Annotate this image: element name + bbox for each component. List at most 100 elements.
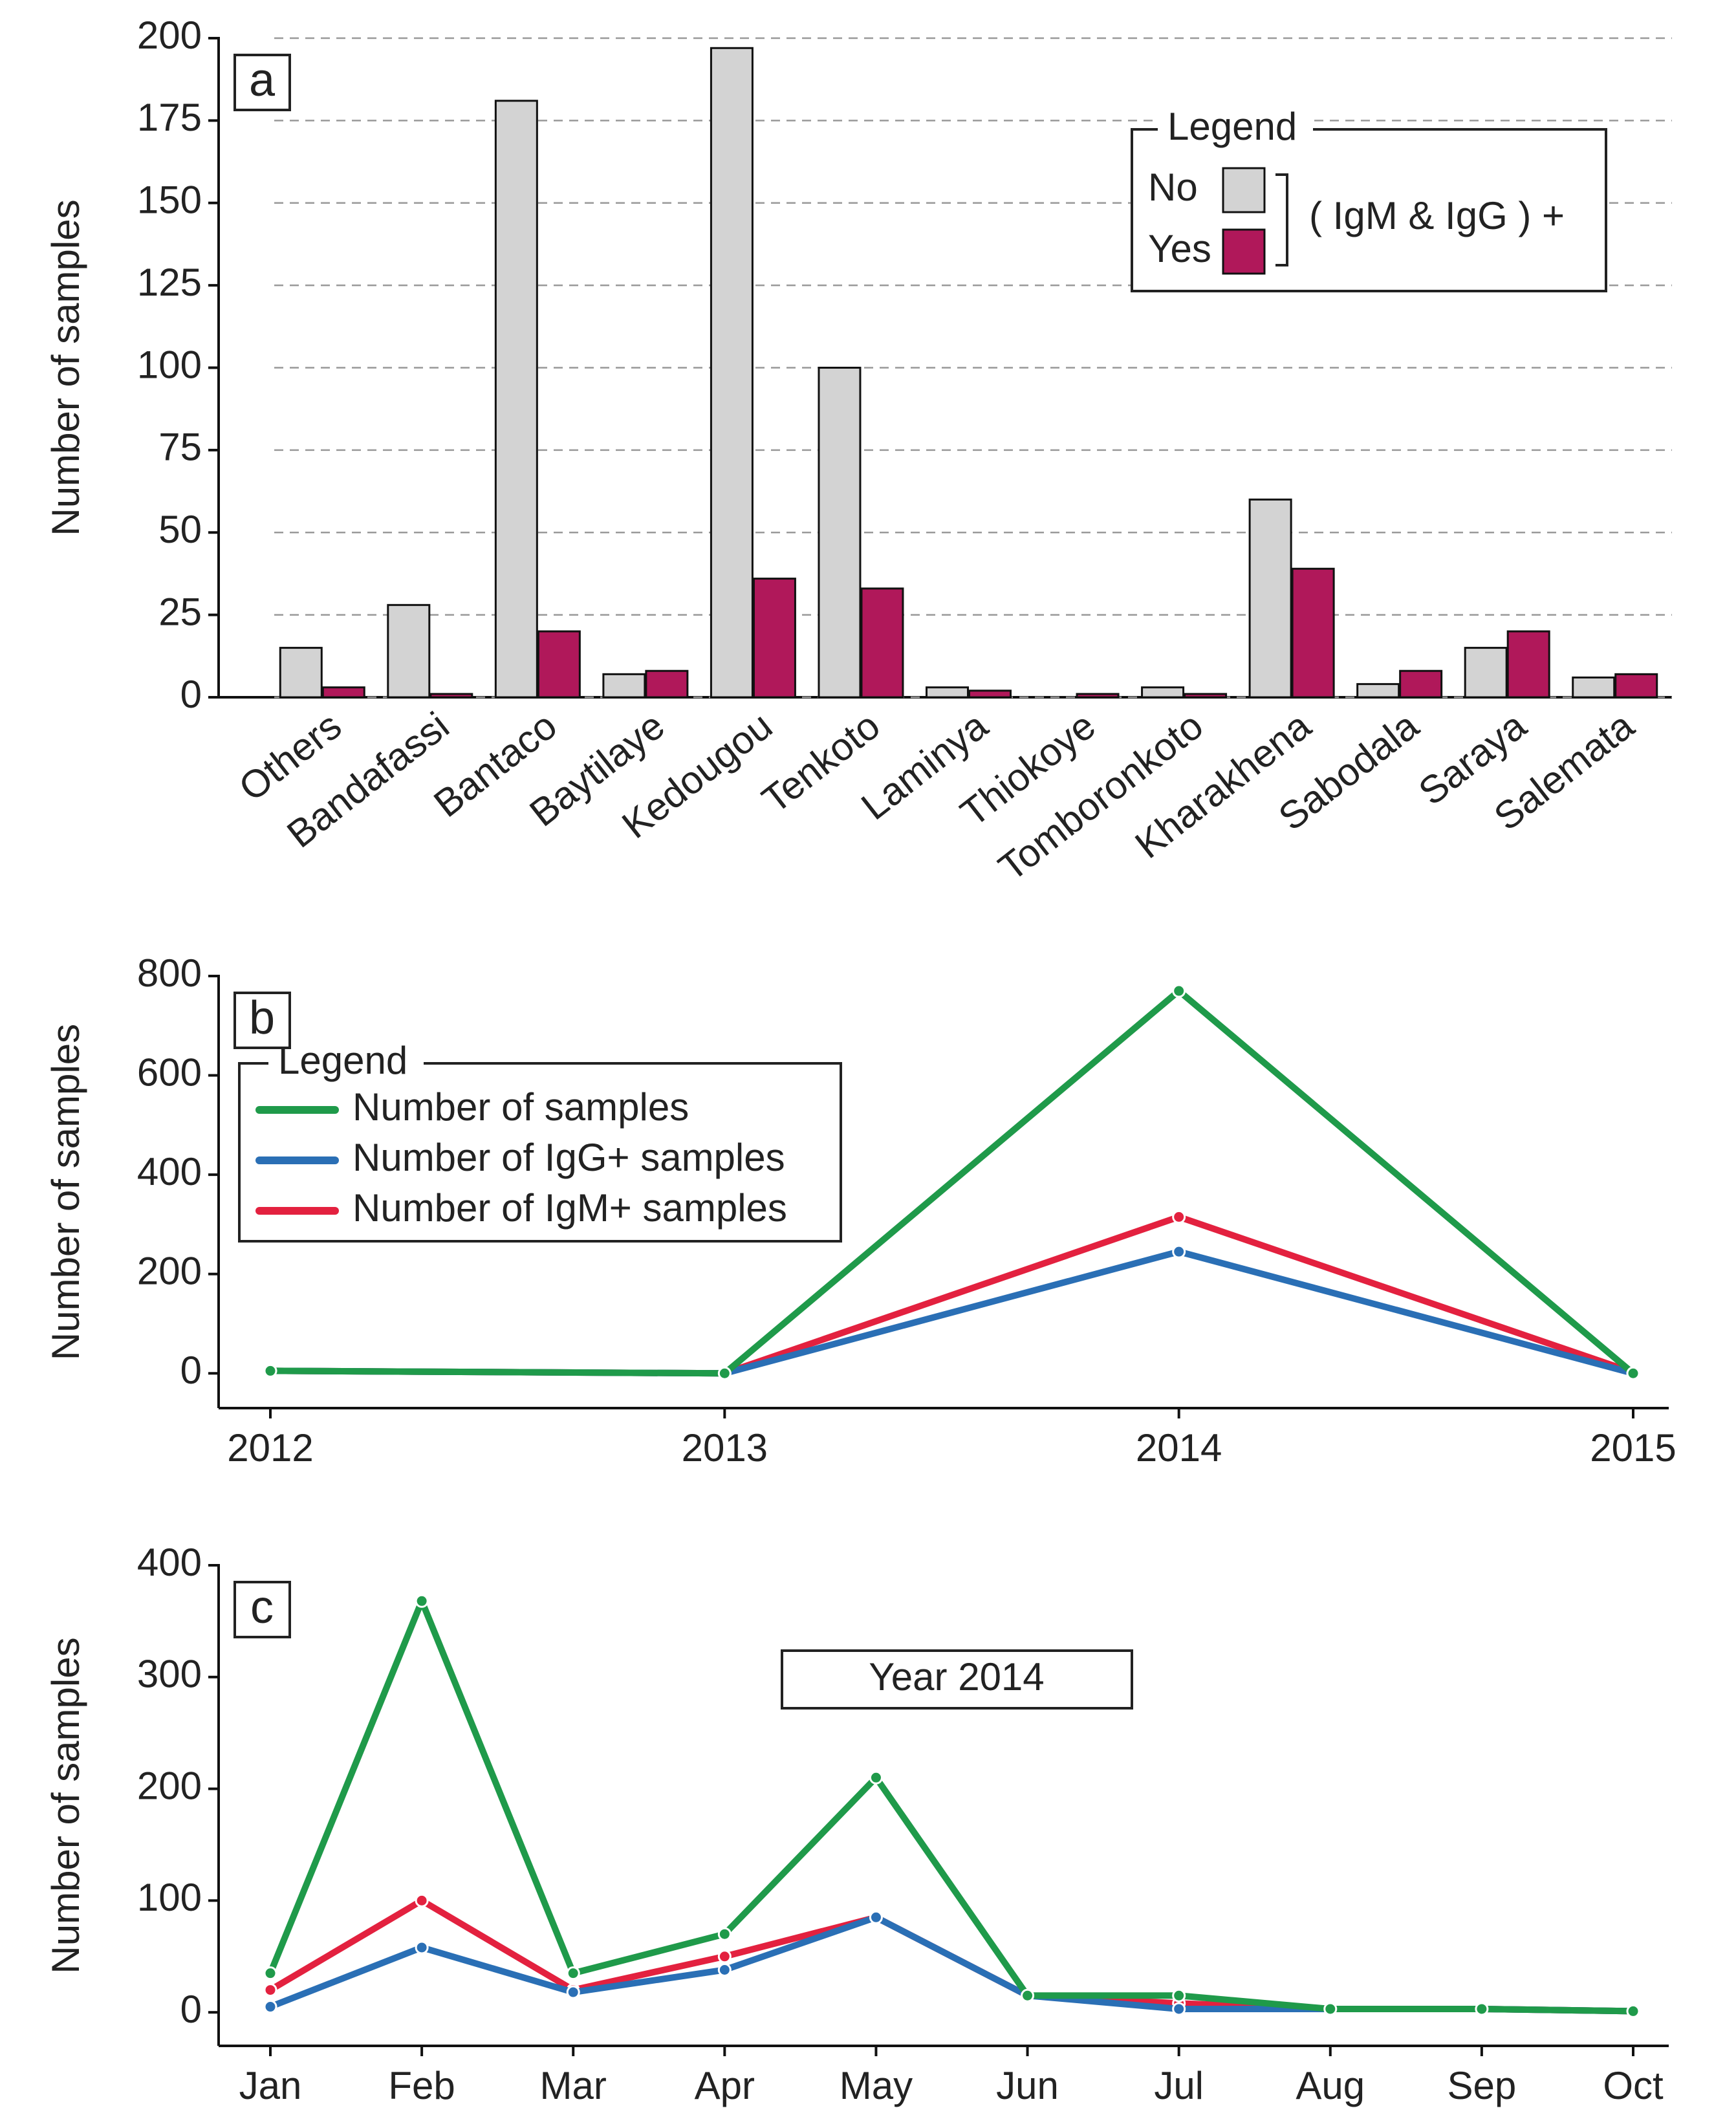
legend-swatch	[1222, 167, 1266, 213]
point	[1021, 1988, 1035, 2003]
legend-label: Number of samples	[353, 1085, 689, 1129]
y-tick-label: 400	[137, 1541, 202, 1584]
series-line	[270, 988, 1636, 1377]
legend-label: Number of IgG+ samples	[353, 1136, 785, 1179]
point	[1172, 1988, 1186, 2003]
point	[717, 1963, 732, 1977]
legend-swatch	[1222, 228, 1266, 275]
panel-label-box	[233, 992, 291, 1049]
x-tick-label: Mar	[540, 2064, 607, 2107]
y-tick-label: 200	[137, 1764, 202, 1807]
point	[717, 1949, 732, 1964]
annotation: Year 2014	[869, 1655, 1044, 1699]
y-tick-label: 200	[137, 14, 202, 57]
x-tick-label: Jul	[1154, 2064, 1204, 2107]
bar	[537, 630, 581, 699]
bar	[1506, 630, 1550, 699]
bar	[1184, 693, 1228, 699]
panel-label: b	[249, 992, 275, 1044]
y-tick-label: 800	[137, 951, 202, 995]
point	[263, 1983, 277, 1997]
series-line	[270, 1248, 1634, 1377]
y-tick-label: 75	[158, 426, 202, 469]
point	[415, 1940, 429, 1955]
x-tick-label: Oct	[1603, 2064, 1664, 2107]
bar	[860, 587, 904, 699]
bar	[645, 669, 689, 699]
bar	[818, 367, 862, 699]
bar	[1141, 686, 1185, 699]
point	[1172, 1210, 1186, 1224]
bar	[321, 686, 365, 699]
point	[1172, 984, 1186, 998]
bar	[968, 689, 1012, 699]
legend-box	[238, 1062, 842, 1243]
y-axis-title: Number of samples	[44, 1024, 87, 1360]
x-tick-label: 2013	[682, 1426, 768, 1470]
y-tick-label: 100	[137, 1876, 202, 1919]
legend-label: Number of IgM+ samples	[353, 1186, 787, 1230]
y-tick-label: 300	[137, 1653, 202, 1696]
point	[263, 1363, 277, 1378]
point	[1172, 1244, 1186, 1259]
y-axis-title: Number of samples	[44, 199, 87, 536]
legend-label: No	[1148, 166, 1198, 209]
panel-label: a	[249, 54, 276, 106]
x-tick-label: Feb	[388, 2064, 455, 2107]
y-tick-label: 25	[158, 590, 202, 633]
legend-box	[1131, 128, 1607, 292]
x-tick-label: May	[840, 2064, 913, 2107]
bar	[1464, 647, 1508, 699]
bar	[710, 47, 754, 699]
bar	[1572, 676, 1616, 699]
bar	[1614, 673, 1658, 699]
y-tick-label: 50	[158, 508, 202, 551]
bar	[752, 578, 796, 699]
bar	[1248, 498, 1292, 699]
bar	[926, 686, 969, 699]
point	[1626, 2004, 1640, 2018]
point	[415, 1893, 429, 1907]
panel-label-box	[233, 1581, 291, 1638]
bar	[494, 100, 538, 699]
bar	[1399, 669, 1443, 699]
x-tick-label: 2014	[1136, 1426, 1222, 1470]
point	[566, 1966, 580, 1981]
point	[415, 1594, 429, 1608]
y-axis-title: Number of samples	[44, 1637, 87, 1973]
point	[1475, 2002, 1489, 2016]
point	[1172, 2002, 1186, 2016]
x-tick-label: Jan	[239, 2064, 302, 2107]
point	[566, 1985, 580, 1999]
annotation-box	[781, 1649, 1133, 1710]
y-tick-label: 0	[180, 1349, 202, 1392]
bar	[1076, 693, 1120, 699]
y-tick-label: 150	[137, 179, 202, 222]
point	[263, 1966, 277, 1981]
legend-label: Yes	[1148, 227, 1211, 270]
legend-note: ( IgM & IgG ) +	[1309, 194, 1565, 237]
point	[869, 1910, 883, 1924]
x-tick-label: 2012	[227, 1426, 313, 1470]
legend-title-bg	[1158, 116, 1313, 142]
point	[1626, 1366, 1640, 1380]
bar	[429, 693, 473, 699]
point	[1323, 2002, 1338, 2016]
y-tick-label: 175	[137, 96, 202, 139]
legend-bracket	[1275, 173, 1288, 266]
point	[869, 1770, 883, 1785]
x-tick-label: Apr	[695, 2064, 755, 2107]
series-line	[267, 1598, 1634, 2015]
point	[263, 2000, 277, 2014]
point	[717, 1366, 732, 1380]
y-tick-label: 600	[137, 1050, 202, 1094]
bar	[602, 673, 646, 699]
y-tick-label: 200	[137, 1250, 202, 1293]
legend-title: Legend	[1167, 105, 1297, 148]
x-tick-label: Aug	[1296, 2064, 1365, 2107]
legend-title-bg	[268, 1050, 424, 1076]
legend-title: Legend	[278, 1039, 407, 1082]
y-tick-label: 400	[137, 1150, 202, 1193]
bar	[1356, 683, 1400, 699]
